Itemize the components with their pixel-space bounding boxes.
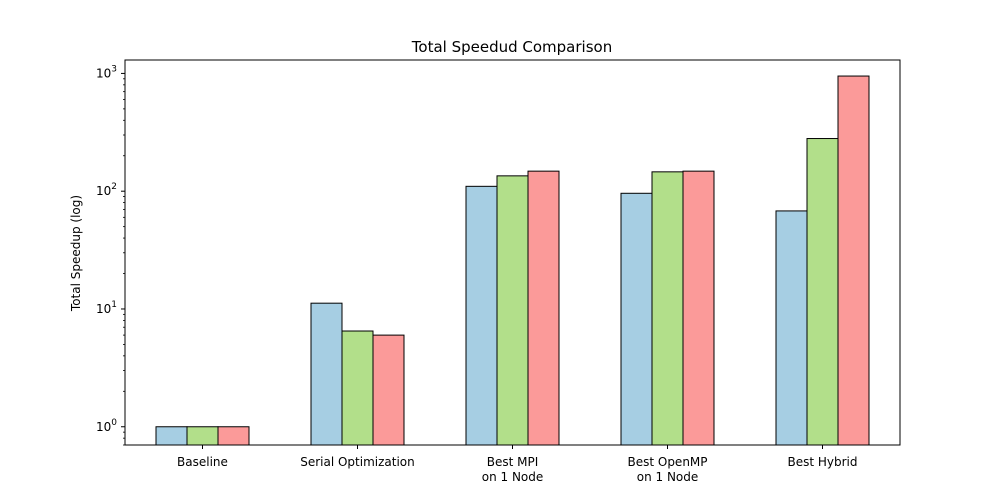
y-tick-label-3: 103	[96, 64, 117, 80]
bar-1-0	[310, 302, 343, 446]
plot-area	[155, 75, 870, 446]
x-axis: Baseline Serial Optimization Best MPI on 1 …	[177, 445, 858, 484]
x-tick-label-2: Best MPI on 1 Node	[482, 455, 544, 484]
bar-1-1	[341, 330, 374, 446]
bar-2-1	[496, 175, 529, 446]
y-tick-label-1: 101	[96, 300, 117, 316]
bar-1-2	[372, 334, 405, 446]
bar-3-0	[620, 192, 653, 446]
bar-4-2	[837, 75, 870, 446]
y-axis: 100 101 102 103	[96, 64, 125, 446]
x-tick-label-3: Best OpenMP on 1 Node	[627, 455, 707, 484]
bar-2-2	[527, 170, 560, 446]
x-tick-label-1: Serial Optimization	[300, 455, 415, 469]
bar-2-0	[465, 185, 498, 446]
y-tick-label-0: 100	[96, 418, 117, 434]
x-tick-label-0: Baseline	[177, 455, 228, 469]
bar-0-0	[155, 426, 188, 446]
bar-0-2	[217, 426, 250, 446]
bar-4-0	[775, 210, 808, 446]
bar-0-1	[186, 426, 219, 446]
chart-title: Total Speedud Comparison	[411, 38, 612, 56]
x-tick-label-4: Best Hybrid	[787, 455, 857, 469]
y-tick-label-2: 102	[96, 182, 117, 198]
bar-3-1	[651, 171, 684, 446]
y-axis-label: Total Speedup (log)	[69, 195, 83, 312]
bar-4-1	[806, 138, 839, 446]
bar-3-2	[682, 170, 715, 446]
